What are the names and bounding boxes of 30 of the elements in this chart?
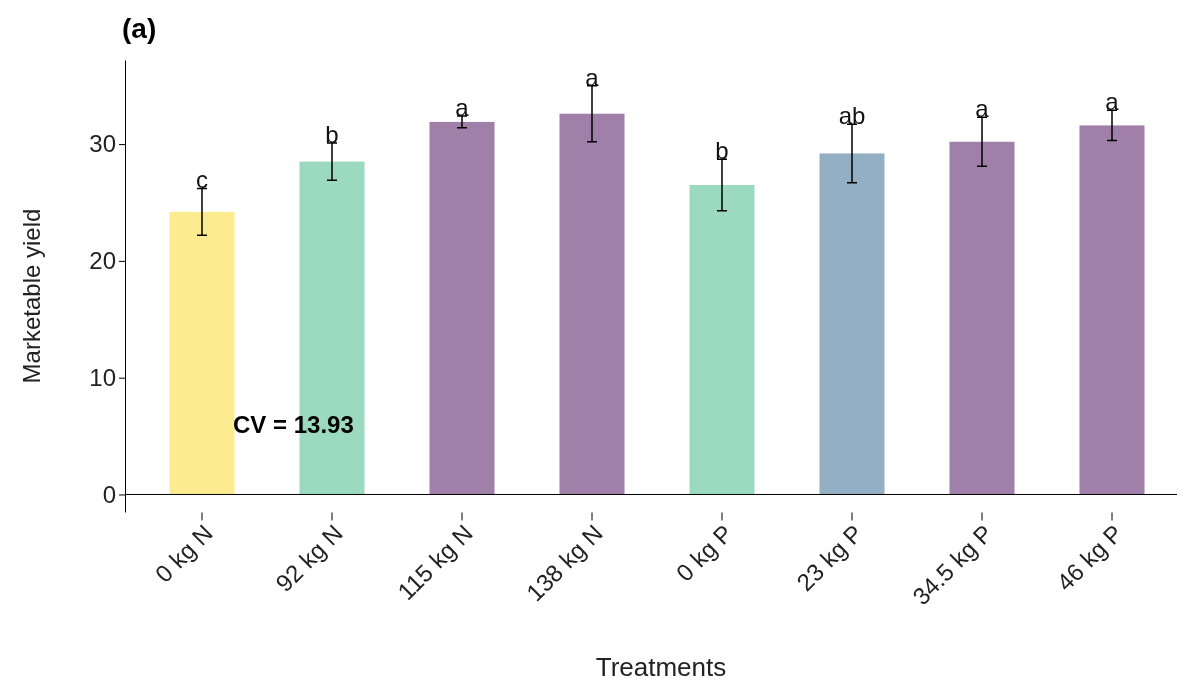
annotation: b: [715, 137, 729, 165]
bar: [1079, 125, 1145, 495]
annotation: c: [196, 166, 208, 194]
bar: [689, 184, 755, 495]
y-tick-label: 20: [89, 247, 116, 275]
annotation: a: [1105, 88, 1120, 116]
y-tick-label: 10: [89, 363, 116, 391]
x-axis-title: Treatments: [595, 652, 727, 682]
bar: [429, 121, 495, 495]
bar: [949, 141, 1015, 495]
x-tick-label: 23 kg P: [791, 519, 868, 596]
annotation: a: [585, 63, 600, 91]
x-tick-label: 0 kg P: [670, 519, 738, 587]
y-axis-title: Marketable yield: [18, 208, 45, 384]
annotation: a: [455, 94, 470, 122]
bar: [169, 211, 235, 495]
bar: [819, 153, 885, 495]
x-tick-label: 0 kg N: [149, 519, 218, 588]
y-tick-label: 0: [102, 480, 116, 508]
x-tick-label: 115 kg N: [392, 519, 478, 606]
annotation: ab: [838, 102, 866, 130]
x-tick-label: 92 kg N: [270, 519, 348, 597]
bar: [559, 113, 625, 495]
annotation: a: [975, 95, 990, 123]
chart-title: (a): [122, 13, 157, 44]
y-tick-label: 30: [89, 130, 116, 158]
annotation: b: [325, 120, 339, 148]
annotation: CV = 13.93: [233, 410, 354, 438]
x-tick-label: 46 kg P: [1051, 519, 1128, 596]
x-tick-label: 138 kg N: [520, 519, 608, 607]
